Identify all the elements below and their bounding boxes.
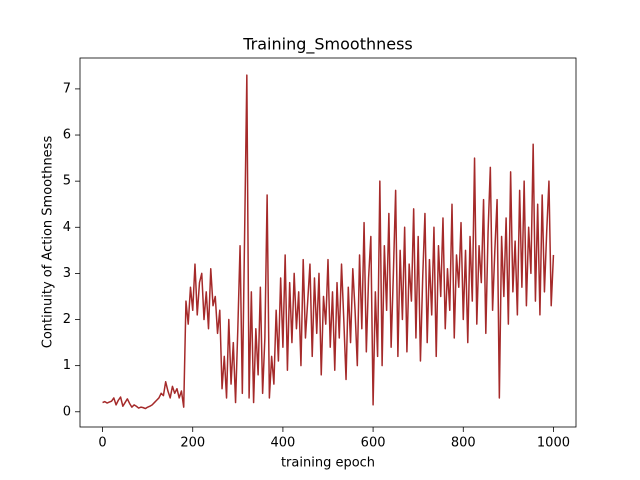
- y-tick-label: 6: [63, 128, 71, 143]
- y-tick-label: 2: [63, 312, 71, 327]
- y-tick-label: 1: [63, 358, 71, 373]
- chart-title: Training_Smoothness: [242, 35, 413, 55]
- x-tick-label: 200: [180, 436, 205, 451]
- data-line: [102, 74, 555, 410]
- x-axis-label: training epoch: [281, 456, 375, 471]
- y-tick-label: 3: [63, 266, 71, 281]
- x-tick-label: 800: [451, 436, 476, 451]
- y-tick-label: 7: [63, 81, 71, 96]
- x-tick-label: 1000: [537, 436, 570, 451]
- y-axis-label: Continuity of Action Smoothness: [41, 136, 56, 349]
- y-tick-label: 4: [63, 220, 71, 235]
- x-tick-label: 0: [98, 436, 106, 451]
- y-tick-label: 5: [63, 174, 71, 189]
- plot-frame: [79, 57, 577, 428]
- x-tick-label: 600: [361, 436, 386, 451]
- y-tick-label: 0: [63, 404, 71, 419]
- x-tick-label: 400: [270, 436, 295, 451]
